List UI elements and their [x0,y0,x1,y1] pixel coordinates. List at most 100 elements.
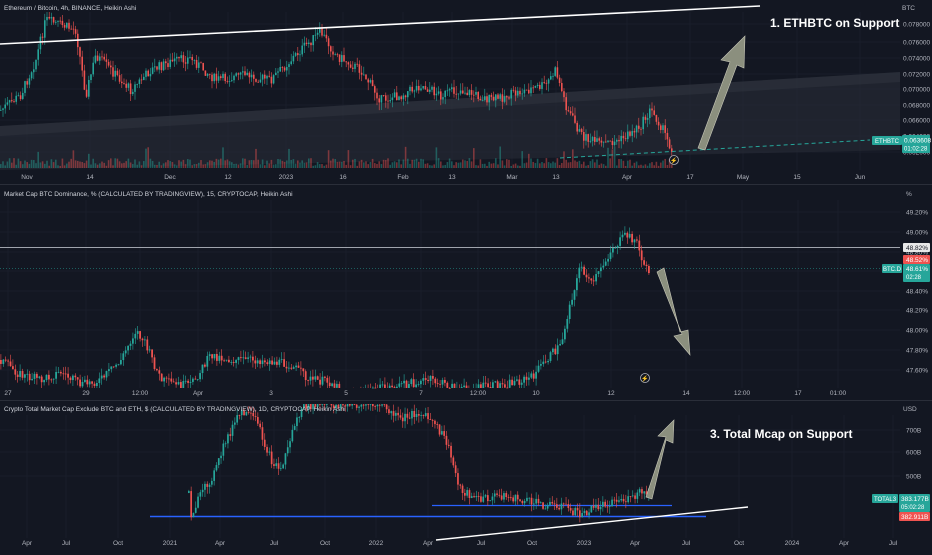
total3-time-axis[interactable]: Apr Jul Oct 2021 Apr Jul Oct 2022 Apr Jul Oct 2023 A… [22,540,898,547]
candle-body [422,86,424,89]
volume-bar [462,159,464,168]
flash-icon[interactable]: ⚡ [669,155,679,165]
candle-body [532,373,535,379]
candle-body [600,140,603,143]
total3-candles [188,404,650,523]
total3-support-trendline[interactable] [435,506,749,541]
candle-body [642,116,644,130]
candle-body [541,82,543,89]
candle-body [619,237,621,246]
candle-body [516,494,519,500]
volume-bar [125,161,127,168]
ethbtc-volume-bars [0,146,673,168]
candle-body [242,357,245,359]
volume-bar [151,160,154,168]
volume-bar [424,163,427,168]
candle-body [66,22,68,28]
btcd-countdown: 02:28 [906,275,922,281]
candle-body [641,489,643,494]
candle-body [556,504,558,508]
candle-body [344,405,347,407]
btcd-down-arrow[interactable] [656,267,691,356]
ethbtc-resistance-line[interactable] [0,5,761,45]
candle-body [120,360,122,365]
candle-body [223,360,225,362]
volume-bar [565,159,567,168]
ethbtc-time-axis[interactable]: Nov 14 Dec 12 2023 16 Feb 13 Mar 13 Apr 17 May 15 Jun [21,174,865,181]
volume-bar [442,165,444,168]
volume-bar [457,162,460,168]
y-tick-label: 48.40% [906,289,928,296]
volume-bar [4,165,6,168]
candle-body [422,378,425,381]
volume-bar [420,158,422,168]
total3-annotation[interactable]: 3. Total Mcap on Support [710,427,852,441]
candle-body [545,82,548,84]
candle-body [312,376,314,380]
candle-body [598,138,600,141]
x-tick-label: 17 [686,174,694,181]
total3-price-axis[interactable]: USD 700B 600B 500B TOTAL3 383.177B 05:02:2… [872,406,930,521]
candle-body [264,360,266,363]
volume-bar [250,159,253,168]
total3-price-tag: 383.177B [901,496,929,503]
candle-body [477,384,480,388]
total3-up-arrow[interactable] [645,419,675,500]
btcd-grid [0,200,900,388]
candle-body [489,500,491,502]
ethbtc-annotation[interactable]: 1. ETHBTC on Support [770,16,899,30]
candle-body [263,439,266,447]
candle-body [620,135,622,142]
volume-bar [431,165,433,168]
candle-body [215,465,218,471]
candle-body [188,491,190,493]
candle-body [492,382,494,388]
candle-body [2,359,5,364]
candle-body [151,67,154,74]
candle-body [33,373,36,379]
volume-bar [68,161,70,168]
panel-total3[interactable]: 3. Total Mcap on Support Crypto Total Ma… [0,404,930,547]
candle-body [280,359,283,360]
ethbtc-price-axis[interactable]: BTC 0.078000 0.076000 0.074000 0.072000 0.07… [872,5,931,157]
candle-body [316,404,319,407]
y-tick-label: 0.072000 [903,72,930,79]
y-tick-label: 0.076000 [903,40,930,47]
panel-btcd[interactable]: Market Cap BTC Dominance, % (CALCULATED … [0,191,930,397]
candle-body [229,434,232,436]
volume-bar [668,158,671,168]
ethbtc-support-dashed-line[interactable] [559,139,871,159]
candle-body [649,108,651,119]
candle-body [376,404,379,407]
volume-bar [389,164,391,168]
candle-body [290,367,293,369]
candle-body [201,489,204,493]
candle-body [403,380,405,384]
volume-bar [26,162,28,168]
candle-body [96,382,98,386]
candle-body [581,513,583,518]
candle-body [326,404,328,405]
btcd-price-axis[interactable]: % 49.20%49.00%48.80%48.60%48.40%48.20%48… [882,191,930,375]
candle-body [69,377,72,381]
candle-body [127,345,129,351]
flash-icon[interactable]: ⚡ [640,373,650,383]
volume-bar [143,161,145,168]
panel-ethbtc[interactable]: 1. ETHBTC on Support Ethereum / Bitcoin,… [0,5,931,181]
candle-body [429,419,432,420]
volume-bar [396,162,398,168]
x-tick-label: Apr [193,390,204,397]
volume-bar [347,150,350,168]
btcd-time-axis[interactable]: 27 29 12:00 Apr 3 5 7 12:00 10 12 14 12:00 17 01:00 [4,390,846,397]
candle-body [182,55,185,63]
volume-bar [490,163,493,168]
volume-bar [404,146,407,168]
ethbtc-up-arrow[interactable] [697,35,746,151]
volume-bar [422,159,424,168]
candle-body [180,55,182,59]
candle-body [488,94,490,103]
svg-text:⚡: ⚡ [641,375,648,383]
volume-bar [400,164,402,168]
candle-body [144,339,146,341]
